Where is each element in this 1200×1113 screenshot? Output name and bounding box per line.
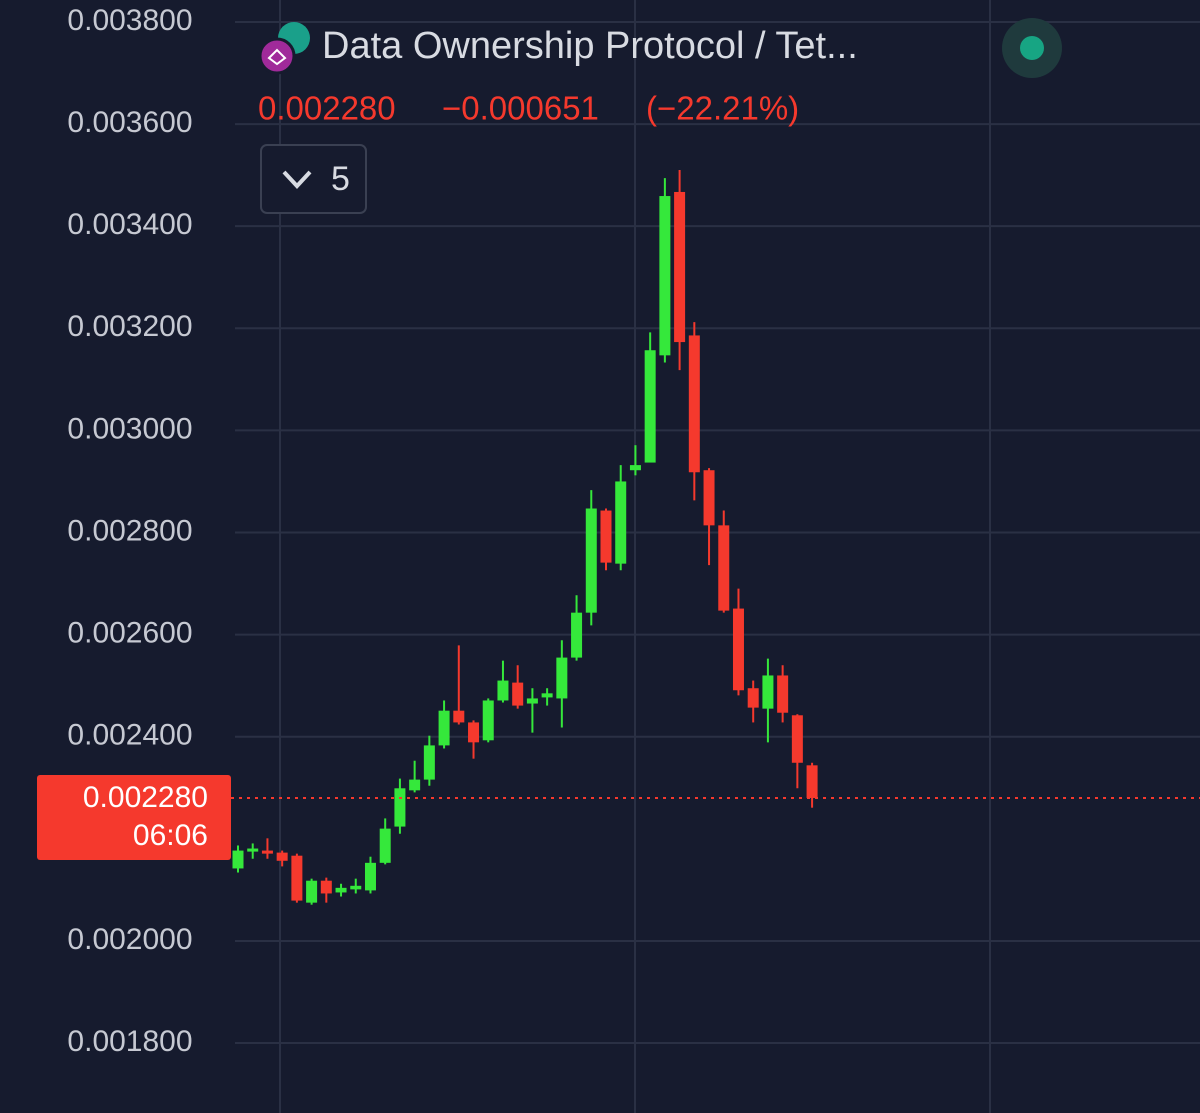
y-tick-label: 0.003000 (67, 412, 192, 445)
candle-body (453, 710, 465, 723)
candle-body (468, 722, 480, 743)
candle-body (261, 850, 273, 854)
candle-body (291, 855, 303, 901)
candle-body (541, 693, 553, 698)
base-icon (258, 37, 296, 75)
indicator-count: 5 (331, 160, 350, 198)
candle-body (409, 779, 421, 791)
candle-body (615, 481, 627, 564)
countdown: 06:06 (133, 819, 208, 852)
chevron (282, 170, 312, 189)
candle-body (747, 688, 759, 708)
pair-title: Data Ownership Protocol / Tet... (322, 25, 858, 67)
candle-body (379, 828, 391, 863)
indicator-toggle[interactable] (260, 144, 367, 214)
candle-body (600, 510, 612, 563)
candle-body (247, 848, 259, 852)
y-tick-label: 0.003800 (67, 4, 192, 37)
candle-body (320, 880, 332, 894)
candle-body (718, 525, 730, 611)
y-tick-label: 0.002400 (67, 719, 192, 752)
candle-body (394, 788, 406, 827)
price-change: −0.000651 (442, 90, 599, 127)
candle-body (777, 675, 789, 713)
candle-body (232, 850, 244, 869)
base-icon-glyph (267, 48, 287, 66)
candle-body (423, 745, 435, 780)
candle-body (644, 350, 656, 463)
last-price-label-box (37, 774, 231, 860)
candle-body (497, 680, 509, 701)
last-price-label: 0.002280 (83, 781, 208, 814)
candle-body (688, 335, 700, 473)
candle-body (674, 191, 686, 343)
candle-body (335, 887, 347, 893)
y-tick-label: 0.002600 (67, 617, 192, 650)
y-tick-label: 0.002000 (67, 923, 192, 956)
candle-body (512, 682, 524, 706)
candle-body (629, 465, 641, 471)
candle-body (364, 862, 376, 891)
candle-body (762, 675, 774, 709)
y-tick-label: 0.003600 (67, 106, 192, 139)
candle-body (350, 885, 362, 890)
candle-body (482, 700, 494, 741)
candle-body (556, 657, 568, 699)
plot (232, 20, 1200, 1045)
candle-body (306, 880, 318, 903)
price-change-percent: (−22.21%) (646, 90, 799, 127)
y-tick-label: 0.002800 (67, 514, 192, 547)
header: Data Ownership Protocol / Tet... 0.00228… (258, 18, 1062, 214)
candle-body (703, 470, 715, 526)
status-dot (1020, 36, 1044, 60)
candle-body (571, 612, 583, 658)
candle-body (806, 765, 818, 798)
candle-body (732, 608, 744, 691)
y-tick-label: 0.001800 (67, 1025, 192, 1058)
candle-body (276, 852, 288, 861)
candle-body (659, 196, 671, 356)
candle-body (585, 508, 597, 613)
y-tick-label: 0.003200 (67, 310, 192, 343)
candle-body (791, 715, 803, 763)
candle-body (438, 710, 450, 746)
last-price: 0.002280 (258, 90, 396, 127)
y-tick-label: 0.003400 (67, 208, 192, 241)
candle-body (526, 698, 538, 704)
